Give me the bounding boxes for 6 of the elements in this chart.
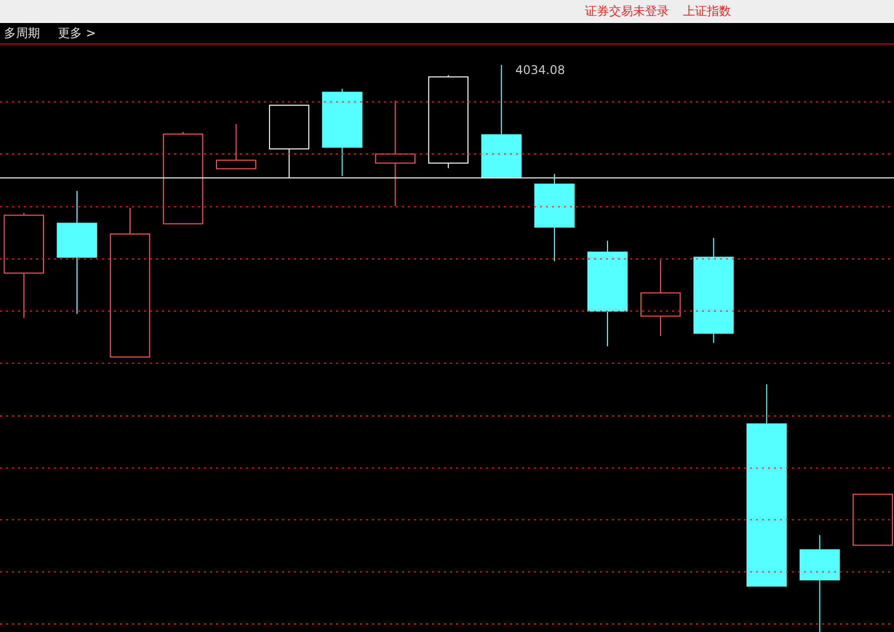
candlestick — [375, 100, 416, 207]
annotation: 4034.08 — [515, 63, 566, 77]
chart-title: 上证指数 — [683, 4, 731, 18]
text: 更多 > — [58, 26, 96, 40]
text: 证券交易未登录 — [585, 4, 669, 18]
text: 多周期 — [4, 26, 40, 40]
